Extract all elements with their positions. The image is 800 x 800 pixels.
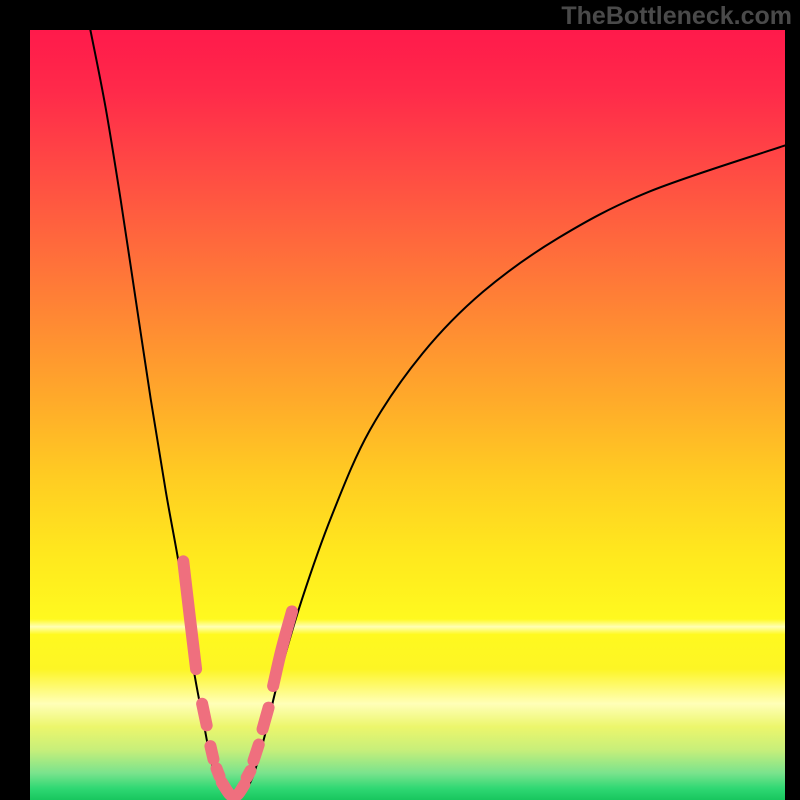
watermark-text: TheBottleneck.com xyxy=(561,2,792,31)
marker-segment xyxy=(216,768,219,776)
marker-segment xyxy=(247,771,251,778)
gradient-background xyxy=(30,30,785,800)
marker-segment xyxy=(263,708,269,730)
plot-area xyxy=(30,30,785,800)
marker-segment xyxy=(253,745,258,761)
chart-root: TheBottleneck.com xyxy=(0,0,800,800)
marker-segment xyxy=(202,704,207,726)
chart-svg xyxy=(30,30,785,800)
marker-segment xyxy=(210,746,213,759)
